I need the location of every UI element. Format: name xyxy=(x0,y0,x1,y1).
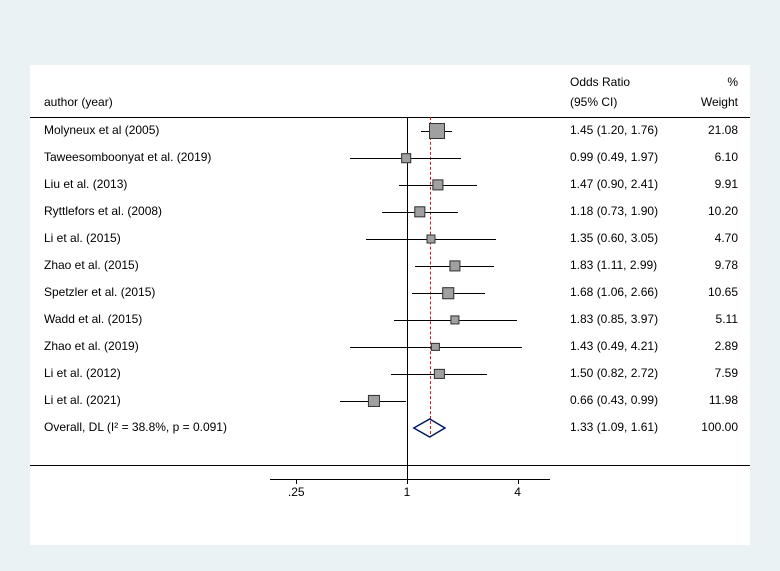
point-estimate xyxy=(443,287,455,299)
study-author: Zhao et al. (2015) xyxy=(44,258,139,272)
overall-weight: 100.00 xyxy=(701,420,738,434)
study-author: Liu et al. (2013) xyxy=(44,177,127,191)
overall-label: Overall, DL (I² = 38.8%, p = 0.091) xyxy=(44,420,227,434)
study-or: 1.83 (1.11, 2.99) xyxy=(570,258,657,272)
study-row: Molyneux et al (2005) 1.45 (1.20, 1.76) 21… xyxy=(30,123,750,139)
tick-label: 1 xyxy=(404,485,411,499)
study-or: 1.43 (0.49, 4.21) xyxy=(570,339,658,353)
study-weight: 6.10 xyxy=(715,150,738,164)
study-author: Li et al. (2015) xyxy=(44,231,121,245)
study-author: Taweesomboonyat et al. (2019) xyxy=(44,150,211,164)
study-weight: 21.08 xyxy=(708,123,738,137)
col-weight-header: % xyxy=(727,75,738,89)
col-odds-ratio-header: Odds Ratio xyxy=(570,75,630,89)
study-author: Spetzler et al. (2015) xyxy=(44,285,155,299)
point-estimate xyxy=(426,235,435,244)
study-or: 1.45 (1.20, 1.76) xyxy=(570,123,658,137)
point-estimate xyxy=(368,395,380,407)
rule-top xyxy=(30,117,750,118)
study-weight: 4.70 xyxy=(715,231,738,245)
study-or: 0.99 (0.49, 1.97) xyxy=(570,150,658,164)
study-weight: 10.65 xyxy=(708,285,738,299)
point-estimate xyxy=(414,206,425,217)
study-weight: 11.98 xyxy=(709,393,738,407)
study-or: 1.83 (0.85, 3.97) xyxy=(570,312,658,326)
overall-or: 1.33 (1.09, 1.61) xyxy=(570,420,658,434)
study-weight: 2.89 xyxy=(715,339,738,353)
point-estimate xyxy=(451,315,460,324)
study-weight: 9.78 xyxy=(715,258,738,272)
tick-mark xyxy=(296,479,297,484)
study-weight: 9.91 xyxy=(715,177,738,191)
study-weight: 7.59 xyxy=(715,366,738,380)
study-author: Li et al. (2012) xyxy=(44,366,121,380)
col-author-header: author (year) xyxy=(44,95,113,109)
study-or: 1.35 (0.60, 3.05) xyxy=(570,231,658,245)
study-author: Ryttlefors et al. (2008) xyxy=(44,204,162,218)
tick-label: .25 xyxy=(288,485,305,499)
point-estimate xyxy=(434,369,444,379)
study-author: Wadd et al. (2015) xyxy=(44,312,142,326)
study-row: Spetzler et al. (2015) 1.68 (1.06, 2.66) 1… xyxy=(30,285,750,301)
point-estimate xyxy=(429,123,445,139)
tick-label: 4 xyxy=(514,485,521,499)
point-estimate xyxy=(431,343,439,351)
point-estimate xyxy=(432,179,443,190)
study-row: Li et al. (2012) 1.50 (0.82, 2.72) 7.59 xyxy=(30,366,750,382)
study-row: Liu et al. (2013) 1.47 (0.90, 2.41) 9.91 xyxy=(30,177,750,193)
x-axis xyxy=(270,479,550,480)
col-ci-header: (95% CI) xyxy=(570,95,617,109)
point-estimate xyxy=(401,153,411,163)
study-or: 1.68 (1.06, 2.66) xyxy=(570,285,658,299)
study-row: Zhao et al. (2015) 1.83 (1.11, 2.99) 9.78 xyxy=(30,258,750,274)
study-or: 0.66 (0.43, 0.99) xyxy=(570,393,658,407)
tick-mark xyxy=(407,479,408,484)
study-weight: 10.20 xyxy=(708,204,738,218)
study-or: 1.50 (0.82, 2.72) xyxy=(570,366,658,380)
rule-bottom xyxy=(30,465,750,466)
study-author: Li et al. (2021) xyxy=(44,393,121,407)
col-weight-header2: Weight xyxy=(701,95,738,109)
study-or: 1.47 (0.90, 2.41) xyxy=(570,177,658,191)
point-estimate xyxy=(450,260,461,271)
study-weight: 5.11 xyxy=(716,312,738,326)
study-or: 1.18 (0.73, 1.90) xyxy=(570,204,658,218)
forest-plot: Odds Ratio% author (year) (95% CI) Weight Mo… xyxy=(30,65,750,545)
study-author: Molyneux et al (2005) xyxy=(44,123,159,137)
study-row: Wadd et al. (2015) 1.83 (0.85, 3.97) 5.11 xyxy=(30,312,750,328)
study-author: Zhao et al. (2019) xyxy=(44,339,139,353)
tick-mark xyxy=(518,479,519,484)
